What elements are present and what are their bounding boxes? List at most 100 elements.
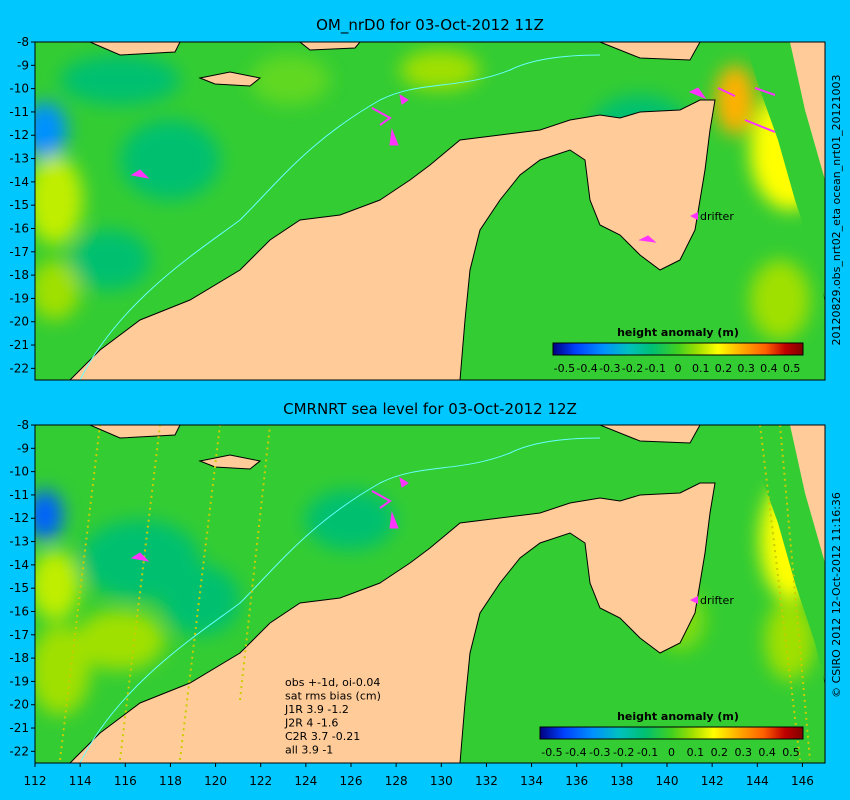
colorbar-tick-label: 0.2 [715,362,733,375]
x-tick-label: 142 [701,774,724,788]
x-tick-label: 114 [69,774,92,788]
colorbar: height anomaly (m) -0.5 -0.4 -0.3 -0.2 -0.1 0… [539,710,804,759]
colorbar-ticks: -0.5 -0.4 -0.3 -0.2 -0.1 0 0.1 0.2 0.3 0.4 0.5 [541,746,800,759]
y-tick-label: -18 [9,651,29,665]
x-tick-label: 122 [249,774,272,788]
x-tick-label: 124 [294,774,317,788]
y-tick-label: -20 [9,698,29,712]
x-tick-label: 132 [475,774,498,788]
island-png [599,425,701,444]
y-tick-label: -14 [9,558,29,572]
y-tick-label: -15 [9,198,29,212]
y-tick-label: -22 [9,744,29,758]
colorbar-label: height anomaly (m) [617,710,739,723]
y-tick-label: -11 [9,105,29,119]
y-tick-label: -21 [9,338,29,352]
island-north-1 [89,425,181,439]
x-tick-label: 128 [385,774,408,788]
stats-line: J1R 3.9 -1.2 [284,703,349,716]
colorbar-tick-label: -0.4 [576,362,597,375]
y-tick-label: -17 [9,628,29,642]
x-tick-label: 138 [610,774,633,788]
stats-line: C2R 3.7 -0.21 [285,730,360,743]
y-tick-label: -16 [9,604,29,618]
x-tick-label: 144 [746,774,769,788]
chart-title: OM_nrD0 for 03-Oct-2012 11Z [316,16,544,35]
depth-contour [79,54,601,380]
island-north-1 [89,42,181,56]
y-tick-label: -9 [17,441,29,455]
colorbar-tick-label: 0.4 [760,362,778,375]
y-tick-label: -17 [9,245,29,259]
colorbar-tick-label: -0.2 [613,746,634,759]
colorbar-tick-label: -0.1 [637,746,658,759]
drifter-label: drifter [700,594,734,607]
colorbar-tick-label: 0.1 [692,362,710,375]
y-tick-label: -8 [17,35,29,49]
x-axis-ticks: 112 114 116 118 120 122 124 126 128 130 132 134 136 1… [24,763,814,788]
colorbar-tick-label: -0.2 [622,362,643,375]
stats-line: sat rms bias (cm) [285,690,381,703]
x-tick-label: 136 [565,774,588,788]
chart-title: CMRNRT sea level for 03-Oct-2012 12Z [283,400,577,418]
panel-top: OM_nrD0 for 03-Oct-2012 11Z [9,16,843,381]
stats-line: J2R 4 -1.6 [284,717,338,730]
colorbar-tick-label: 0.5 [783,362,801,375]
y-tick-label: -12 [9,128,29,142]
y-tick-label: -13 [9,535,29,549]
colorbar-label: height anomaly (m) [617,326,739,339]
island-png [599,42,701,61]
stats-line: all 3.9 -1 [285,744,333,757]
y-axis-ticks: -8 -9 -10 -11 -12 -13 -14 -15 -16 -17 -18 -19 -20 -21… [9,418,35,758]
colorbar-tick-label: 0.3 [734,746,752,759]
coral-sea-strip [745,42,825,300]
y-tick-label: -14 [9,175,29,189]
y-tick-label: -21 [9,721,29,735]
colorbar-tick-label: -0.4 [565,746,586,759]
x-tick-label: 126 [340,774,363,788]
x-tick-label: 140 [656,774,679,788]
y-tick-label: -16 [9,221,29,235]
y-tick-label: -10 [9,465,29,479]
colorbar-tick-label: 0.4 [758,746,776,759]
side-label: © CSIRO 2012 12-Oct-2012 11:16:36 [830,492,843,698]
satellite-tracks [59,425,811,761]
y-tick-label: -8 [17,418,29,432]
map-area [35,425,825,763]
y-tick-label: -20 [9,315,29,329]
y-tick-label: -12 [9,511,29,525]
colorbar-tick-label: 0 [668,746,675,759]
y-tick-label: -10 [9,82,29,96]
x-tick-label: 118 [159,774,182,788]
colorbar-tick-label: -0.5 [541,746,562,759]
depth-contour [79,437,601,763]
y-tick-label: -19 [9,291,29,305]
colorbar-tick-label: -0.3 [599,362,620,375]
drifter-marker [690,212,698,220]
drifter-label: drifter [700,210,734,223]
landmass-australia [69,99,716,380]
y-tick-label: -13 [9,152,29,166]
colorbar: height anomaly (m) -0.5 -0.4 -0.3 -0.2 -0.1 0… [552,326,804,375]
colorbar-ticks: -0.5 -0.4 -0.3 -0.2 -0.1 0 0.1 0.2 0.3 0.4 0.5 [554,362,801,375]
colorbar-tick-label: 0.1 [687,746,705,759]
y-tick-label: -18 [9,268,29,282]
y-axis-ticks: -8 -9 -10 -11 -12 -13 -14 -15 -16 -17 -18 -19 -20 -21… [9,35,35,375]
x-tick-label: 112 [24,774,47,788]
y-tick-label: -9 [17,58,29,72]
drifter-marker [690,596,698,604]
x-tick-label: 130 [430,774,453,788]
y-tick-label: -11 [9,488,29,502]
colorbar-tick-label: -0.5 [554,362,575,375]
side-label: 20120829.obs_nrt02_eta ocean_nrt01_20121… [830,74,843,345]
drifter-vectors [130,476,409,562]
y-tick-label: -15 [9,581,29,595]
y-tick-label: -19 [9,674,29,688]
plot-frame [34,424,826,764]
coral-sea-strip [745,425,825,683]
plot-frame [34,41,826,381]
colorbar-tick-label: -0.1 [645,362,666,375]
x-tick-label: 116 [114,774,137,788]
